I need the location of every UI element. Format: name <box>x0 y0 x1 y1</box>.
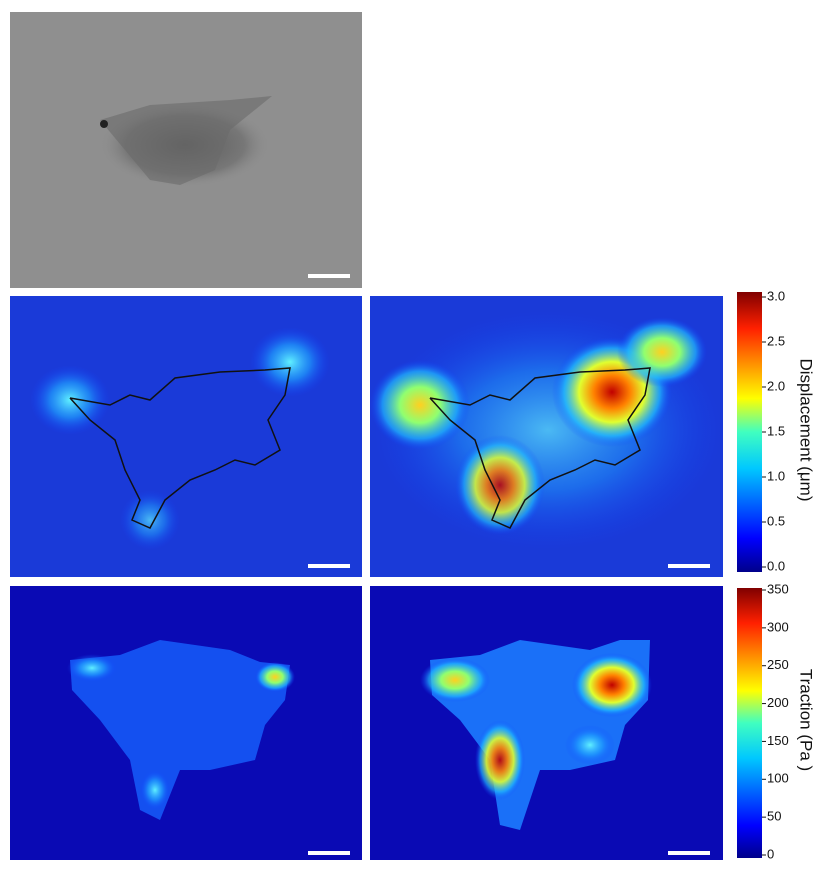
displacement-map-right <box>370 296 723 577</box>
traction-map-left <box>10 586 362 860</box>
brightfield-image <box>10 12 362 288</box>
displacement-map-left <box>10 296 362 577</box>
colorbar-tick-label: 1.0 <box>767 468 785 483</box>
colorbar-tick-label: 300 <box>767 619 789 634</box>
colorbar-tick-label: 2.5 <box>767 333 785 348</box>
traction-map-right <box>370 586 723 860</box>
colorbars: Displacement (μm) Traction (Pa ) <box>737 292 816 858</box>
colorbar-tick-label: 100 <box>767 771 789 786</box>
colorbar-tick-label: 50 <box>767 809 781 824</box>
colorbar-tick-label: 150 <box>767 733 789 748</box>
colorbar-title: Traction (Pa ) <box>797 669 816 771</box>
colorbar-title: Displacement (μm) <box>797 359 816 502</box>
colorbar-tick-label: 200 <box>767 695 789 710</box>
displacement-colorbar <box>737 292 762 572</box>
traction-colorbar <box>737 588 762 858</box>
colorbar-tick-label: 350 <box>767 581 789 596</box>
colorbar-tick-label: 3.0 <box>767 288 785 303</box>
colorbar-tick-label: 1.5 <box>767 423 785 438</box>
colorbar-tick-label: 0 <box>767 846 774 861</box>
colorbar-tick-label: 2.0 <box>767 378 785 393</box>
colorbar-tick-label: 0.0 <box>767 558 785 573</box>
colorbar-tick-label: 250 <box>767 657 789 672</box>
colorbar-tick-label: 0.5 <box>767 513 785 528</box>
